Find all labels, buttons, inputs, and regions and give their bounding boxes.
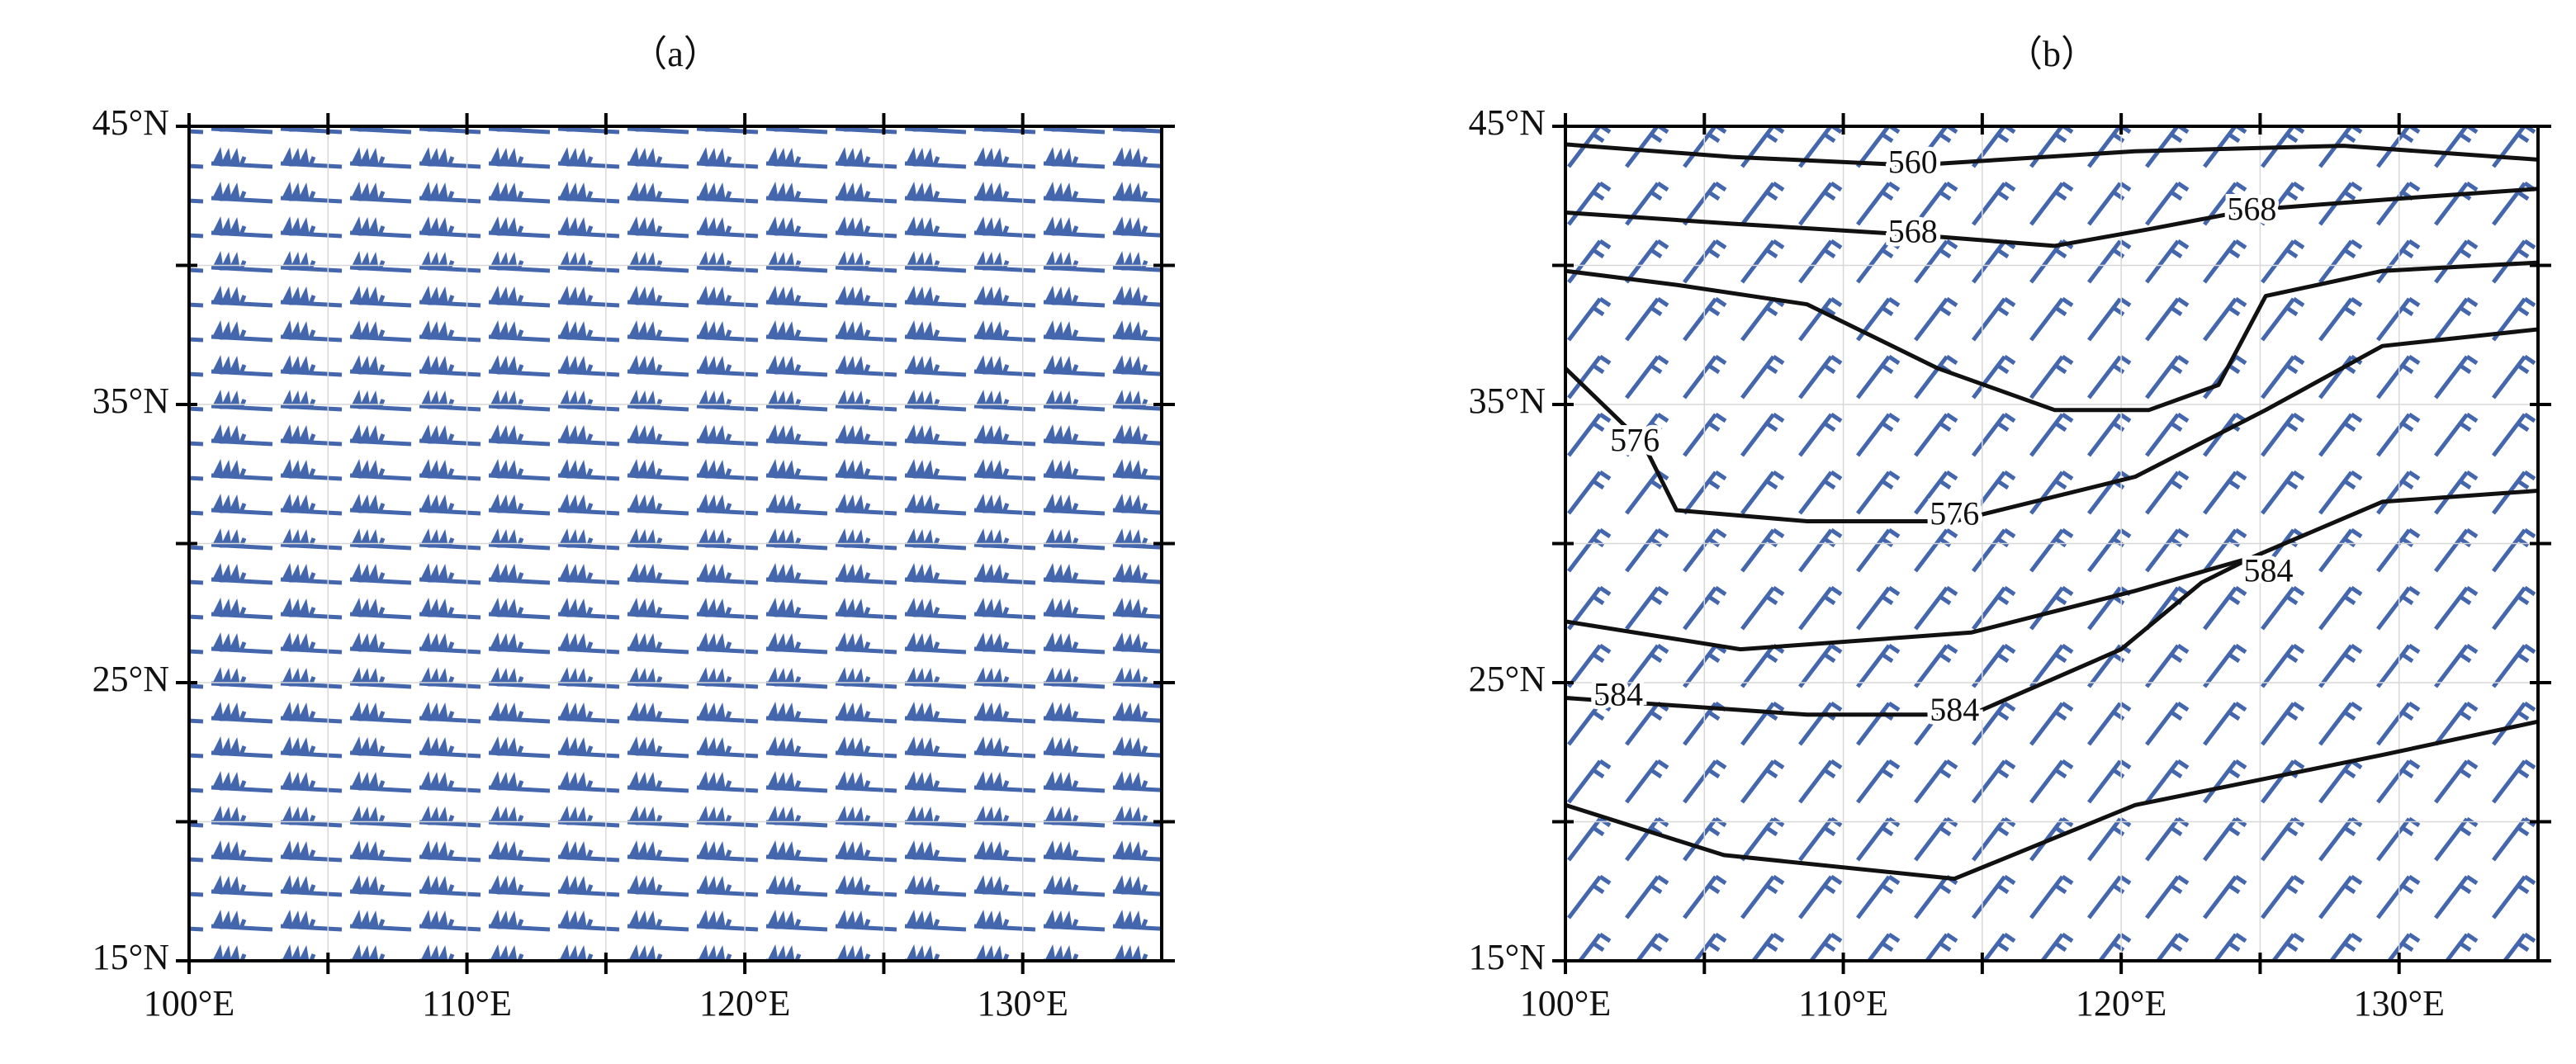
y-tick-label: 35°N — [92, 381, 169, 421]
y-tick-label: 25°N — [1469, 659, 1546, 699]
panel-title: （a） — [631, 34, 720, 74]
y-tick-label: 45°N — [1469, 102, 1546, 143]
map-frame — [187, 125, 1163, 962]
contour-label: 584 — [1593, 676, 1643, 713]
contour-line — [1565, 260, 2538, 413]
contour-line — [1565, 142, 2538, 168]
contour-line — [1565, 719, 2538, 882]
map-panel: （a） 100°E 110°E 120°E 130°E 15°N 25°N 35°N 45°N — [92, 34, 1175, 1024]
contours: 560 568 568 576 576 584 584 584 — [1565, 139, 2538, 882]
panel-title: （b） — [2006, 34, 2097, 74]
x-tick-label: 130°E — [977, 983, 1068, 1024]
x-tick-label: 100°E — [144, 983, 234, 1024]
contour-label: 576 — [1930, 495, 1979, 532]
contour-label: 584 — [2244, 552, 2294, 589]
x-tick-label: 110°E — [1798, 983, 1888, 1024]
contour-line — [1565, 187, 2538, 248]
y-tick-label: 15°N — [92, 937, 169, 977]
x-tick-label: 120°E — [2076, 983, 2166, 1024]
contour-label: 584 — [1930, 691, 1979, 728]
map-panel: （b） 100°E 110°E 120°E 130°E 15°N 25°N 35°N 45°N 5… — [1469, 34, 2551, 1024]
x-tick-label: 120°E — [699, 983, 790, 1024]
contour-label: 576 — [1610, 421, 1660, 458]
y-tick-label: 25°N — [92, 659, 169, 699]
contour-line — [1565, 556, 2253, 717]
contour-line — [1565, 327, 2538, 523]
y-tick-label: 15°N — [1469, 937, 1546, 977]
x-tick-label: 110°E — [422, 983, 512, 1024]
map-frame — [1564, 125, 2540, 962]
y-tick-label: 35°N — [1469, 381, 1546, 421]
x-tick-label: 130°E — [2353, 983, 2444, 1024]
contour-line — [1565, 489, 2538, 652]
x-tick-label: 100°E — [1520, 983, 1611, 1024]
y-tick-label: 45°N — [92, 102, 169, 143]
contour-label: 568 — [2227, 191, 2276, 228]
contour-label: 560 — [1888, 143, 1938, 180]
contour-label: 568 — [1888, 213, 1938, 250]
